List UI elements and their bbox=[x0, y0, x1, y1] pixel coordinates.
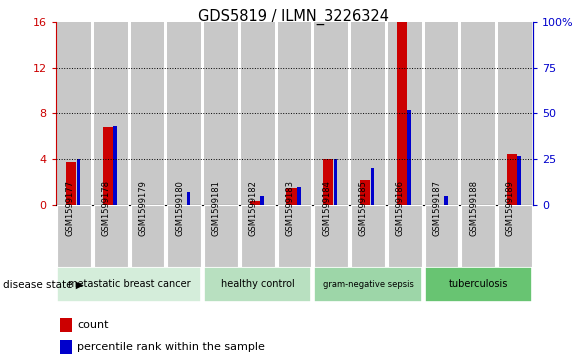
Text: GSM1599180: GSM1599180 bbox=[175, 180, 184, 236]
Bar bbox=[168, 22, 201, 205]
FancyBboxPatch shape bbox=[351, 205, 385, 267]
FancyBboxPatch shape bbox=[204, 267, 311, 302]
FancyBboxPatch shape bbox=[314, 267, 421, 302]
Bar bbox=[517, 156, 521, 205]
Bar bbox=[66, 162, 76, 205]
Text: GSM1599179: GSM1599179 bbox=[138, 180, 148, 236]
FancyBboxPatch shape bbox=[278, 205, 311, 267]
Bar bbox=[113, 126, 117, 205]
Text: GSM1599181: GSM1599181 bbox=[212, 180, 221, 236]
Text: GSM1599184: GSM1599184 bbox=[322, 180, 331, 236]
Bar bbox=[314, 22, 348, 205]
Text: healthy control: healthy control bbox=[221, 280, 295, 289]
FancyBboxPatch shape bbox=[94, 205, 128, 267]
Bar bbox=[334, 159, 338, 205]
Bar bbox=[388, 22, 421, 205]
Bar bbox=[60, 318, 73, 332]
FancyBboxPatch shape bbox=[424, 267, 532, 302]
Text: count: count bbox=[77, 320, 108, 330]
FancyBboxPatch shape bbox=[204, 205, 238, 267]
Text: GSM1599188: GSM1599188 bbox=[469, 180, 478, 236]
FancyBboxPatch shape bbox=[168, 205, 201, 267]
Bar bbox=[131, 22, 165, 205]
Bar bbox=[397, 22, 407, 205]
Bar bbox=[241, 22, 275, 205]
Bar bbox=[507, 154, 517, 205]
FancyBboxPatch shape bbox=[498, 205, 532, 267]
FancyBboxPatch shape bbox=[314, 205, 348, 267]
Bar bbox=[323, 159, 333, 205]
Text: gram-negative sepsis: gram-negative sepsis bbox=[322, 280, 413, 289]
Text: GSM1599177: GSM1599177 bbox=[65, 180, 74, 236]
Bar bbox=[250, 200, 260, 205]
Text: GSM1599183: GSM1599183 bbox=[285, 180, 295, 236]
FancyBboxPatch shape bbox=[57, 267, 201, 302]
Text: percentile rank within the sample: percentile rank within the sample bbox=[77, 342, 265, 352]
Text: metastatic breast cancer: metastatic breast cancer bbox=[68, 280, 190, 289]
Text: GSM1599178: GSM1599178 bbox=[102, 180, 111, 236]
Text: GSM1599187: GSM1599187 bbox=[432, 180, 441, 236]
Text: tuberculosis: tuberculosis bbox=[448, 280, 508, 289]
FancyBboxPatch shape bbox=[241, 205, 275, 267]
Text: disease state ▶: disease state ▶ bbox=[3, 280, 84, 290]
Bar bbox=[60, 339, 73, 354]
Bar bbox=[287, 188, 297, 205]
Bar bbox=[57, 22, 91, 205]
FancyBboxPatch shape bbox=[424, 205, 458, 267]
Bar bbox=[424, 22, 458, 205]
Bar bbox=[498, 22, 532, 205]
Bar bbox=[94, 22, 128, 205]
Bar bbox=[370, 168, 374, 205]
Bar bbox=[204, 22, 238, 205]
Bar bbox=[103, 127, 113, 205]
Text: GSM1599186: GSM1599186 bbox=[396, 180, 405, 236]
FancyBboxPatch shape bbox=[57, 205, 91, 267]
Text: GDS5819 / ILMN_3226324: GDS5819 / ILMN_3226324 bbox=[197, 9, 389, 25]
FancyBboxPatch shape bbox=[131, 205, 165, 267]
Bar bbox=[360, 180, 370, 205]
Bar bbox=[77, 159, 80, 205]
Text: GSM1599185: GSM1599185 bbox=[359, 180, 368, 236]
Bar bbox=[461, 22, 495, 205]
Bar bbox=[297, 187, 301, 205]
Bar bbox=[187, 192, 190, 205]
Text: GSM1599189: GSM1599189 bbox=[506, 180, 515, 236]
Bar bbox=[278, 22, 311, 205]
Bar bbox=[444, 196, 448, 205]
Bar bbox=[407, 110, 411, 205]
FancyBboxPatch shape bbox=[388, 205, 421, 267]
Bar bbox=[260, 196, 264, 205]
FancyBboxPatch shape bbox=[461, 205, 495, 267]
Text: GSM1599182: GSM1599182 bbox=[248, 180, 258, 236]
Bar bbox=[351, 22, 385, 205]
